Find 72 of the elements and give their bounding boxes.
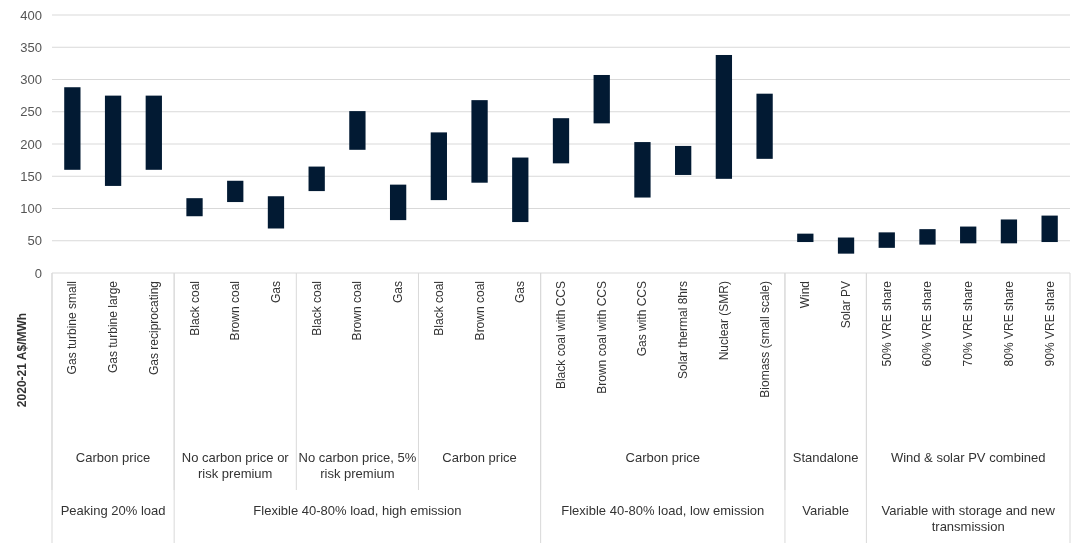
x-tick-label: Gas turbine large	[106, 280, 121, 374]
bar	[227, 180, 244, 203]
y-tick-label: 350	[20, 39, 42, 55]
x-tick-label: Black coal	[187, 281, 202, 336]
bar	[797, 233, 814, 243]
x-tick-label: Brown coal	[228, 281, 243, 341]
y-tick-label: 150	[20, 168, 42, 184]
bar	[1000, 219, 1018, 244]
text: No carbon price or risk premium	[181, 450, 290, 482]
x-tick-label: Gas reciprocating	[146, 281, 161, 376]
x-tick-label: Gas with CCS	[635, 281, 650, 357]
bar	[878, 232, 895, 248]
bar	[430, 132, 447, 201]
y-tick-label: 400	[20, 7, 42, 23]
x-tick-label: Gas	[513, 281, 528, 304]
bar	[593, 74, 610, 124]
bar	[267, 196, 285, 229]
text: Wind & solar PV combined	[890, 450, 1046, 465]
bar	[64, 87, 81, 170]
bar	[389, 184, 407, 221]
x-tick-label: 80% VRE share	[1001, 280, 1016, 367]
x-tick-label: Brown coal	[350, 281, 365, 341]
bar	[145, 95, 162, 170]
bar	[512, 157, 529, 223]
bar	[1041, 215, 1058, 243]
x-tick-label: Black coal	[309, 281, 324, 336]
y-tick-label: 250	[20, 104, 42, 120]
x-tick-label: 60% VRE share	[920, 280, 935, 367]
text: Flexible 40-80% load, high emission	[253, 503, 462, 518]
x-tick-label: Solar PV	[839, 281, 854, 329]
bar	[471, 100, 488, 183]
text: Peaking 20% load	[60, 503, 166, 518]
bar	[675, 145, 692, 175]
x-tick-label: Wind	[798, 281, 813, 309]
x-tick-label: Gas	[391, 281, 406, 304]
bar	[308, 166, 325, 192]
x-tick-label: Biomass (small scale)	[757, 281, 772, 398]
y-tick-label: 50	[27, 233, 42, 249]
x-tick-label: 70% VRE share	[961, 280, 976, 367]
x-tick-label: Gas turbine small	[65, 281, 80, 375]
bar	[349, 111, 366, 150]
text: Carbon price	[442, 450, 517, 465]
bar	[104, 95, 122, 186]
text: No carbon price, 5% risk premium	[298, 450, 417, 482]
bar	[756, 93, 773, 159]
x-tick-label: Nuclear (SMR)	[716, 281, 731, 361]
text: Carbon price	[625, 450, 701, 465]
y-tick-label: 200	[20, 136, 42, 152]
x-tick-label: Brown coal	[472, 281, 487, 341]
x-tick-label: Brown coal with CCS	[594, 281, 609, 394]
y-tick-label: 300	[20, 72, 42, 88]
y-tick-label: 0	[34, 265, 42, 281]
bar	[634, 142, 651, 198]
x-tick-label: Black coal with CCS	[554, 281, 568, 390]
bar	[552, 118, 570, 164]
bar	[837, 237, 855, 254]
x-tick-label: Gas	[268, 281, 283, 304]
text: Carbon price	[75, 450, 151, 465]
x-tick-label: Solar thermal 8hrs	[676, 281, 691, 380]
text: Variable	[802, 503, 850, 518]
text: Variable with storage and new transmission	[881, 503, 1056, 535]
y-axis-title: 2020-21 A$/MWh	[15, 312, 29, 408]
bar	[919, 229, 936, 245]
bar	[186, 198, 203, 217]
x-tick-label: 50% VRE share	[879, 280, 894, 367]
x-tick-label: Black coal	[431, 281, 446, 336]
y-tick-label: 100	[20, 201, 42, 217]
bar	[715, 54, 733, 179]
text: Flexible 40-80% load, low emission	[561, 503, 765, 518]
bar	[960, 226, 977, 244]
text: Standalone	[792, 450, 859, 465]
x-tick-label: 90% VRE share	[1042, 280, 1057, 367]
